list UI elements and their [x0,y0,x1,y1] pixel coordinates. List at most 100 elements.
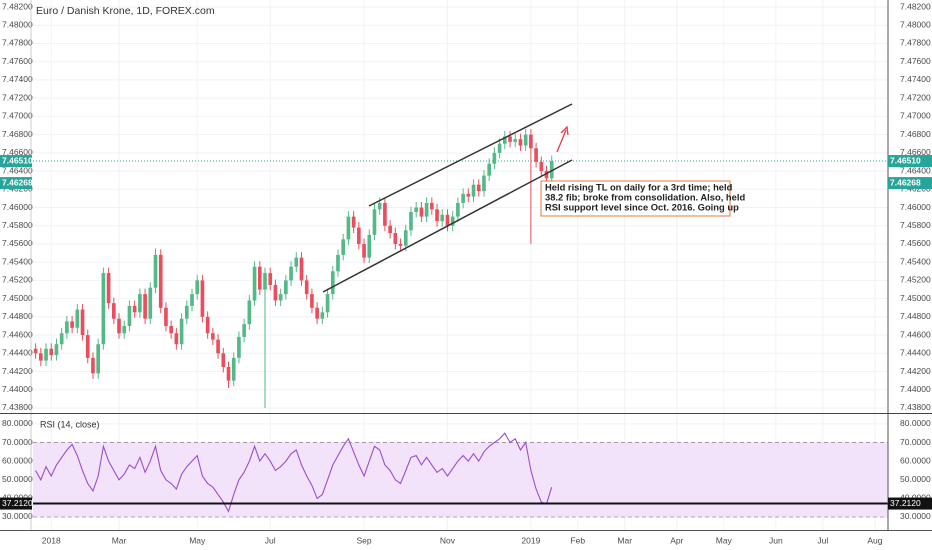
y-tick-label: 7.47000 [900,111,931,121]
x-tick-label: Apr [670,535,683,545]
x-tick-label: May [716,535,733,545]
y-tick-label: 7.48200 [900,1,931,11]
candle-body [362,243,366,258]
y-tick-label: 7.47600 [2,56,33,66]
price-badge [0,177,32,190]
trend-channel-lower [322,159,573,293]
price-badge-label: 37.2120 [2,498,33,508]
y-tick-label: 7.47000 [2,111,33,121]
price-badge [888,155,932,168]
candle-body [179,318,184,345]
candle-body [409,212,413,231]
price-badge [0,497,32,510]
rsi-line [35,432,553,513]
y-tick-label: 7.47200 [900,92,931,102]
candle-body [523,134,528,146]
candle-body [96,344,100,374]
x-tick-label: Aug [867,535,882,545]
candle-body [195,280,200,295]
candle-body [549,161,554,179]
candle-body [393,233,398,244]
y-tick-label: 7.48000 [900,19,931,29]
candle-body [122,325,127,334]
y-tick-label: 60.0000 [900,455,931,465]
candle-body [127,305,132,326]
candle-body [445,214,450,226]
candle-body [513,139,518,142]
candle-body [268,273,273,285]
candle-body [508,136,512,142]
y-tick-label: 7.46600 [900,147,931,157]
y-tick-label: 50.0000 [2,474,33,484]
x-tick-label: Jul [817,535,828,545]
candle-body [502,136,507,144]
candle-body [346,216,351,240]
candle-body [544,171,549,179]
candle-body [330,271,335,295]
candle-body [476,184,481,192]
candle-body [247,300,252,325]
y-tick-label: 7.43800 [2,402,33,412]
y-tick-label: 30.0000 [2,511,33,521]
candle-body [424,202,429,217]
y-tick-label: 7.46400 [900,165,931,175]
chart-title: Euro / Danish Krone, 1D, FOREX.com [36,5,215,17]
candle-body [59,333,64,345]
candle-body [70,321,74,328]
candle-body [143,294,147,319]
annotation-line: Held rising TL on daily for a 3rd time; … [545,181,733,192]
y-tick-label: 7.44600 [900,329,931,339]
y-tick-label: 7.46000 [2,202,33,212]
y-tick-label: 7.44600 [2,329,33,339]
candle-body [184,305,189,319]
candle-body [200,280,205,317]
y-tick-label: 7.44400 [2,348,33,358]
candle-body [351,216,356,228]
candle-body [33,348,38,354]
x-tick-label: Mar [617,535,632,545]
price-badge [888,177,932,190]
y-tick-label: 7.46800 [900,129,931,139]
y-tick-label: 7.47400 [2,74,33,84]
candle-body [80,309,85,336]
candle-body [252,266,257,301]
y-tick-label: 50.0000 [900,474,931,484]
candle-body [273,284,278,301]
candle-body [492,152,497,164]
x-tick-label: Jun [769,535,783,545]
candle-body [174,333,179,345]
candle-body [101,273,106,345]
y-tick-label: 7.45200 [2,275,33,285]
annotation-box [540,180,731,217]
candle-body [487,163,491,176]
y-tick-label: 7.44200 [900,366,931,376]
candle-body [466,193,471,197]
candle-body [336,254,340,272]
candle-body [367,234,372,258]
candle-body [403,230,408,246]
candle-body [430,202,434,210]
trend-channel-upper [368,103,573,207]
y-tick-label: 80.0000 [2,418,33,428]
y-tick-label: 7.45400 [2,256,33,266]
annotation-line: 38.2 fib; broke from consolidation. Also… [545,191,745,202]
candle-body [65,321,69,334]
y-tick-label: 7.43800 [900,402,931,412]
arrow [556,125,569,153]
candle-body [106,273,111,304]
price-badge-label: 37.2120 [890,498,921,508]
candle-body [169,325,173,334]
candles [33,129,554,408]
candle-body [54,344,59,356]
candle-body [299,257,304,281]
y-tick-label: 7.47200 [2,92,33,102]
candle-body [388,225,392,234]
candle-body [341,239,346,255]
candle-body [534,148,538,162]
candle-body [419,207,424,217]
candle-body [284,280,288,295]
candle-body [38,353,43,361]
candle-body [471,184,476,197]
